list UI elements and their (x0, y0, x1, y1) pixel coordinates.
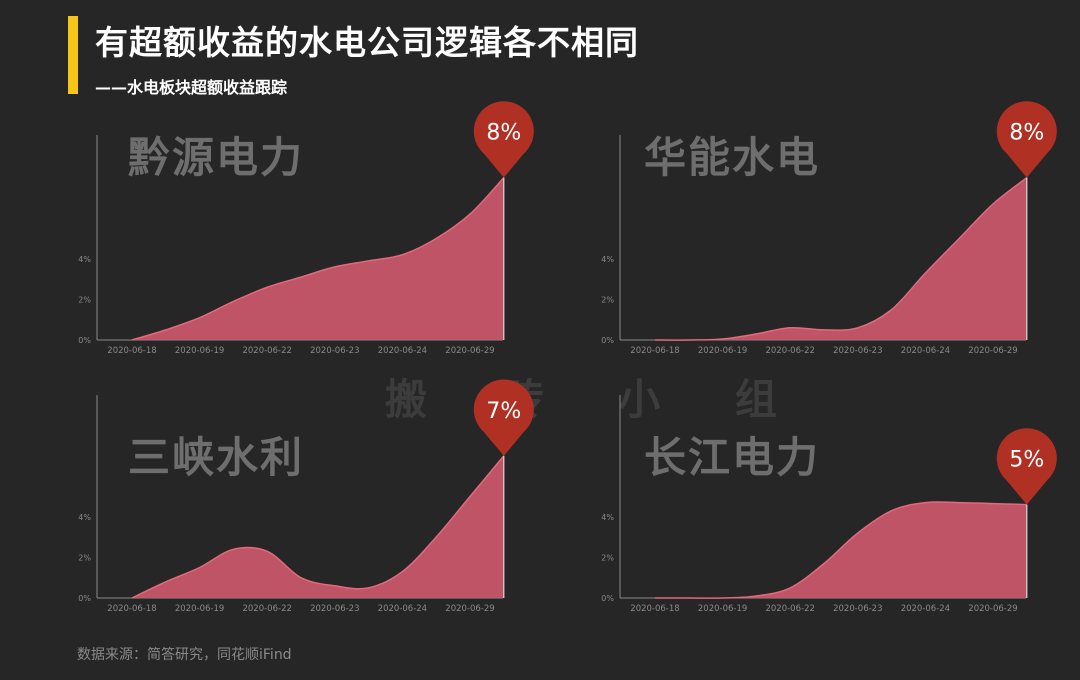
chart-title: 黔源电力 (128, 133, 304, 182)
x-tick-label: 2020-06-22 (765, 604, 814, 614)
page-subtitle: ——水电板块超额收益跟踪 (95, 78, 288, 97)
value-pin-marker (473, 379, 534, 456)
watermark: 搬 砖 小 组 (385, 375, 807, 424)
x-tick-label: 2020-06-19 (698, 604, 747, 614)
area-series (132, 177, 504, 340)
x-tick-label: 2020-06-29 (968, 604, 1017, 614)
value-pin-label: 8% (486, 121, 521, 146)
page-title: 有超额收益的水电公司逻辑各不相同 (95, 23, 639, 62)
value-pin-label: 7% (486, 399, 521, 424)
area-series (132, 455, 504, 598)
x-tick-label: 2020-06-24 (378, 604, 427, 614)
value-pin-marker (473, 101, 534, 178)
y-tick-label: 0% (601, 594, 614, 603)
x-tick-label: 2020-06-23 (310, 346, 359, 356)
y-tick-label: 2% (78, 553, 91, 562)
x-tick-label: 2020-06-24 (378, 346, 427, 356)
x-tick-label: 2020-06-23 (310, 604, 359, 614)
value-pin-marker (996, 101, 1057, 178)
y-tick-label: 0% (601, 336, 614, 345)
data-source-note: 数据来源：简答研究，同花顺iFind (77, 647, 292, 663)
value-pin-label: 8% (1009, 121, 1044, 146)
x-tick-label: 2020-06-23 (833, 604, 882, 614)
x-tick-label: 2020-06-18 (107, 604, 156, 614)
series-line (654, 177, 1028, 341)
y-tick-label: 0% (78, 594, 91, 603)
x-tick-label: 2020-06-18 (630, 346, 679, 356)
x-tick-label: 2020-06-19 (698, 346, 747, 356)
value-pin-marker (996, 428, 1057, 505)
chart-title: 长江电力 (644, 433, 820, 482)
x-tick-label: 2020-06-23 (833, 346, 882, 356)
area-series (655, 501, 1027, 599)
title-accent-bar (68, 16, 78, 94)
area-series (655, 177, 1027, 341)
chart-panel: 0% 2% 4% 2020-06-18 2020-06-19 2020-06-22 2020… (78, 379, 534, 614)
x-tick-label: 2020-06-29 (445, 346, 494, 356)
x-tick-label: 2020-06-29 (968, 346, 1017, 356)
y-tick-label: 2% (601, 295, 614, 304)
x-tick-label: 2020-06-24 (901, 346, 950, 356)
x-tick-label: 2020-06-24 (901, 604, 950, 614)
chart-title: 三峡水利 (128, 433, 304, 482)
y-tick-label: 4% (78, 255, 91, 264)
y-tick-label: 2% (601, 553, 614, 562)
series-line (131, 177, 505, 341)
x-tick-label: 2020-06-22 (242, 346, 291, 356)
y-tick-label: 4% (601, 513, 614, 522)
value-pin-label: 5% (1009, 448, 1044, 473)
x-tick-label: 2020-06-22 (765, 346, 814, 356)
y-tick-label: 4% (601, 255, 614, 264)
y-tick-label: 4% (78, 513, 91, 522)
series-line (655, 501, 1027, 599)
y-tick-label: 2% (78, 295, 91, 304)
series-line (131, 455, 505, 599)
chart-panel: 0% 2% 4% 2020-06-18 2020-06-19 2020-06-22 2020… (601, 395, 1057, 614)
chart-panel: 0% 2% 4% 2020-06-18 2020-06-19 2020-06-22 2020… (78, 101, 534, 356)
x-tick-label: 2020-06-19 (175, 604, 224, 614)
chart-title: 华能水电 (644, 133, 820, 182)
x-tick-label: 2020-06-18 (107, 346, 156, 356)
x-tick-label: 2020-06-22 (242, 604, 291, 614)
x-tick-label: 2020-06-19 (175, 346, 224, 356)
x-tick-label: 2020-06-18 (630, 604, 679, 614)
chart-panel: 0% 2% 4% 2020-06-18 2020-06-19 2020-06-22 2020… (601, 101, 1057, 356)
y-tick-label: 0% (78, 336, 91, 345)
x-tick-label: 2020-06-29 (445, 604, 494, 614)
